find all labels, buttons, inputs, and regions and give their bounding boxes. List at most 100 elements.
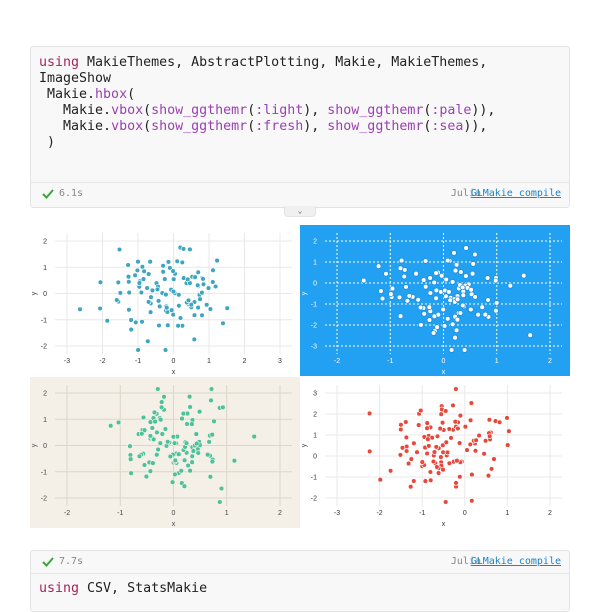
data-point: [151, 409, 158, 416]
cell-divider: [31, 182, 569, 183]
data-point: [195, 450, 201, 456]
data-point: [506, 428, 512, 434]
data-point: [149, 287, 156, 294]
data-point: [468, 400, 475, 406]
data-point: [397, 265, 404, 272]
data-point: [128, 470, 134, 476]
data-point: [438, 411, 444, 417]
data-point: [170, 268, 176, 274]
code-token: using: [39, 55, 80, 70]
data-point: [210, 279, 216, 285]
code-editor[interactable]: using MakieThemes, AbstractPlotting, Mak…: [39, 55, 563, 151]
compile-link[interactable]: GLMakie compile: [470, 556, 561, 567]
data-point: [156, 303, 163, 310]
data-point: [454, 316, 461, 323]
data-point: [196, 408, 203, 415]
data-point: [155, 446, 161, 453]
x-tick-label: -1: [419, 510, 425, 517]
y-axis-label: y: [31, 291, 38, 295]
data-point: [424, 420, 430, 426]
data-point: [415, 297, 421, 303]
data-point: [126, 279, 132, 285]
plot-light: -3 -2 -1 0 1 2 3 -2 -1 0 1 2 x y: [30, 225, 300, 376]
data-point: [425, 436, 431, 442]
data-point: [420, 277, 427, 283]
data-point: [167, 453, 174, 460]
data-point: [470, 261, 476, 267]
data-point: [104, 318, 111, 324]
code-token: (: [127, 87, 136, 102]
code-token: :pale: [431, 103, 472, 118]
data-point: [472, 294, 478, 300]
data-point: [184, 276, 191, 283]
y-tick-label: -1: [311, 302, 317, 309]
compile-link[interactable]: GLMakie compile: [470, 188, 561, 199]
data-point: [453, 386, 459, 392]
code-editor[interactable]: using CSV, StatsMakie: [39, 581, 563, 597]
data-point: [162, 426, 169, 432]
data-point: [450, 402, 456, 409]
data-point: [208, 397, 214, 404]
code-cell[interactable]: 7.7s Julia GLMakie compile using CSV, St…: [30, 550, 570, 612]
code-token: Makie.: [39, 103, 112, 118]
data-point: [473, 437, 479, 444]
data-point: [403, 284, 409, 290]
data-point: [193, 431, 200, 437]
data-point: [135, 258, 141, 265]
data-point: [181, 483, 188, 489]
data-point: [486, 433, 493, 439]
data-point: [147, 309, 154, 315]
chevron-down-icon[interactable]: ⌄: [284, 206, 316, 217]
data-point: [507, 282, 514, 289]
data-point: [159, 431, 166, 437]
data-point: [155, 386, 161, 392]
data-point: [214, 257, 220, 264]
x-tick-label: 0: [172, 510, 176, 517]
data-point: [145, 338, 151, 345]
y-tick-label: -2: [41, 496, 47, 503]
data-point: [422, 258, 429, 264]
code-token: (: [247, 103, 256, 118]
data-point: [139, 319, 145, 325]
data-point: [128, 317, 134, 323]
data-point: [139, 264, 146, 270]
data-point: [444, 316, 451, 322]
data-point: [438, 454, 444, 460]
data-point: [486, 417, 493, 423]
code-cell[interactable]: using MakieThemes, AbstractPlotting, Mak…: [30, 46, 570, 208]
language-label: Julia: [450, 556, 481, 567]
y-tick-label: -1: [41, 469, 47, 476]
data-point: [200, 281, 207, 288]
data-point: [442, 408, 449, 414]
data-point: [231, 457, 238, 464]
data-point: [154, 429, 160, 436]
data-point: [468, 287, 474, 293]
data-point: [434, 464, 440, 470]
data-point: [170, 288, 177, 295]
data-point: [438, 273, 445, 279]
data-point: [147, 419, 154, 425]
x-tick-label: 2: [243, 358, 247, 365]
data-point: [163, 304, 170, 311]
x-tick-label: 2: [548, 510, 552, 517]
y-tick-label: 2: [313, 239, 317, 246]
data-point: [209, 458, 216, 465]
data-point: [157, 416, 164, 423]
data-point: [209, 431, 215, 438]
check-icon: [42, 557, 54, 567]
data-point: [158, 404, 165, 411]
data-point: [389, 285, 396, 292]
y-tick-label: -2: [311, 496, 317, 503]
data-point: [204, 451, 211, 458]
data-point: [160, 263, 166, 269]
data-point: [154, 286, 161, 293]
data-point: [426, 317, 433, 323]
data-point: [421, 311, 427, 317]
code-token: (: [143, 119, 152, 134]
data-point: [426, 443, 432, 449]
data-point: [160, 269, 166, 275]
y-tick-label: 1: [43, 265, 47, 272]
data-point: [184, 421, 190, 427]
code-line: Makie.vbox(show_ggthemr(:light), show_gg…: [39, 103, 563, 119]
data-point: [135, 347, 141, 353]
